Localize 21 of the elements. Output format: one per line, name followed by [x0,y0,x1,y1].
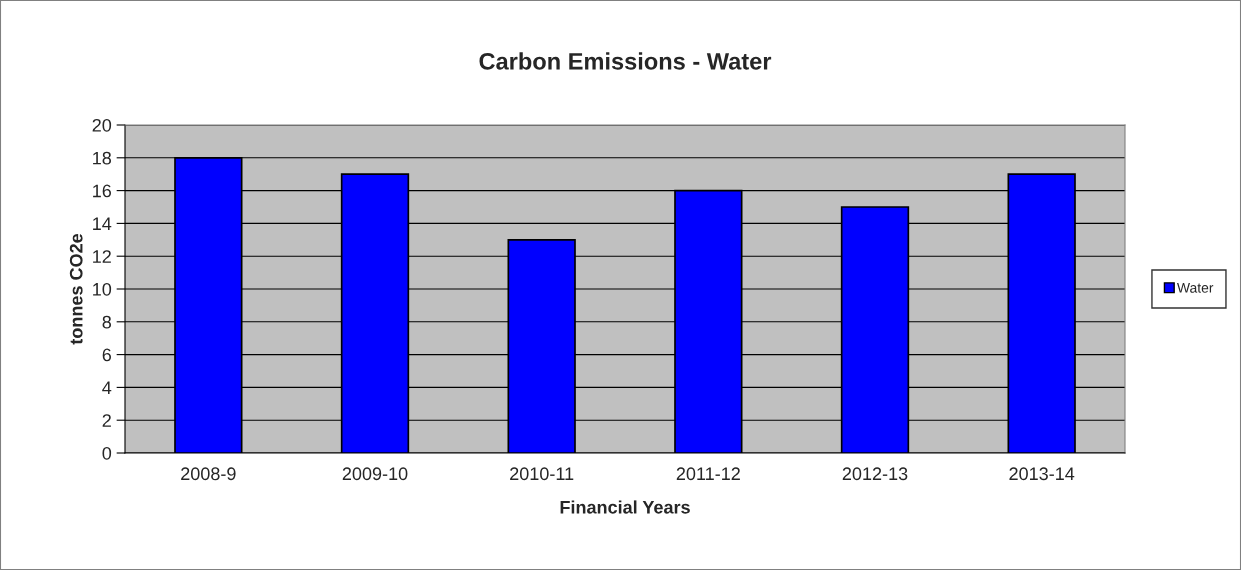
x-tick-label: 2009-10 [342,467,408,481]
x-axis-title: Financial Years [560,500,690,514]
y-tick-label: 8 [102,315,112,329]
chart-title: Carbon Emissions - Water [479,52,772,70]
y-axis-title: tonnes CO2e [69,233,83,345]
y-tick-label: 16 [93,184,112,198]
x-tick-label: 2008-9 [181,467,236,481]
x-tick-label: 2010-11 [510,467,574,481]
y-tick-label: 18 [93,151,112,165]
y-tick-label: 20 [92,118,112,132]
x-tick-label: 2011-12 [676,467,740,481]
y-tick-label: 10 [93,282,112,296]
x-tick-label: 2012-13 [842,467,908,481]
y-tick-label: 2 [102,414,111,427]
legend-label: Water [1177,283,1214,293]
x-tick-label: 2013-14 [1009,467,1075,481]
y-tick-label: 6 [102,348,112,362]
y-tick-label: 14 [93,217,112,230]
y-tick-label: 4 [102,381,112,394]
y-tick-label: 0 [102,446,112,460]
y-tick-label: 12 [93,250,111,263]
